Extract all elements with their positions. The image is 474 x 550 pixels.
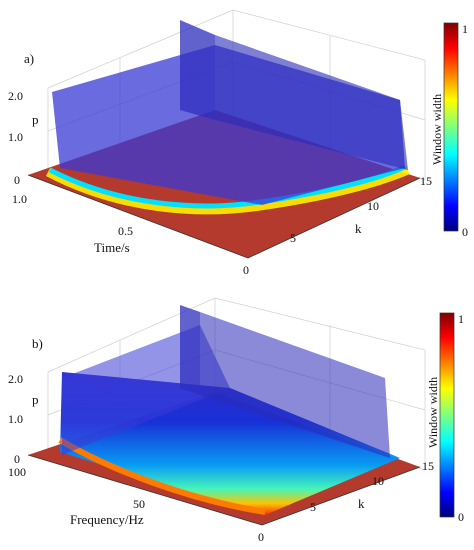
panel-b-z-tick: 0 (14, 452, 20, 466)
panel-a-x-tick: 0 (243, 263, 249, 277)
panel-a-curve (45, 165, 410, 215)
panel-a-y-tick: 10 (367, 199, 379, 213)
panel-b-wall-right (200, 312, 390, 458)
panel-a-x-label: Time/s (94, 240, 130, 255)
panel-b-colorbar (439, 312, 455, 518)
panel-a-z-tick: 1.0 (8, 130, 23, 144)
panel-a-label: a) (24, 51, 34, 66)
panel-b-edge-band (58, 437, 266, 515)
panel-a-colorbar-label: Window width (430, 94, 444, 165)
panel-a-x-tick: 1.0 (12, 192, 27, 206)
panel-b-x-label: Frequency/Hz (70, 512, 144, 527)
panel-b-x-axis-line (27, 454, 263, 526)
panel-a-colorbar-tick: 0 (462, 225, 468, 239)
panel-a-x-axis-line (27, 174, 249, 259)
panel-b-z-label: p (32, 392, 39, 407)
panel-b-x-tick: 100 (8, 465, 26, 479)
panel-b-z-tick: 1.0 (8, 412, 23, 426)
panel-a-y-tick: 5 (290, 231, 296, 245)
panel-a-z-tick: 0 (14, 173, 20, 187)
panel-b-colorbar-tick: 1 (458, 312, 464, 326)
panel-a-y-axis-line (247, 177, 421, 259)
panel-b-wall-vertical (180, 305, 200, 395)
panel-b-y-tick: 10 (372, 474, 384, 488)
panel-a-colorbar (443, 22, 459, 232)
panel-b-y-tick: 5 (310, 500, 316, 514)
panel-b-x-tick: 50 (133, 497, 145, 511)
panel-a-y-label: k (355, 221, 362, 236)
panel-a-z-tick: 2.0 (8, 89, 23, 103)
panel-b-colorbar-label: Window width (426, 377, 440, 448)
panel-b-x-tick: 0 (258, 530, 264, 544)
panel-a-x-tick: 0.5 (118, 224, 133, 238)
panel-a: a) 2.0 1.0 0 p 1.0 0.5 0 Time/s 5 10 15 … (8, 9, 468, 277)
panel-a-y-tick: 15 (420, 174, 432, 188)
panel-b-y-label: k (358, 496, 365, 511)
panel-b-z-tick: 2.0 (8, 372, 23, 386)
panel-a-wall-right (215, 35, 408, 170)
panel-b: b) 2.0 1.0 0 p 100 50 0 Frequency/Hz 5 1… (8, 297, 464, 544)
panel-b-label: b) (32, 336, 43, 351)
panel-a-z-label: p (32, 112, 39, 127)
panel-b-colorbar-tick: 0 (458, 510, 464, 524)
panel-b-y-axis-line (261, 466, 421, 526)
panel-a-colorbar-tick: 1 (462, 22, 468, 36)
panel-a-wall-vertical (180, 20, 215, 120)
panel-b-y-tick: 15 (422, 459, 434, 473)
